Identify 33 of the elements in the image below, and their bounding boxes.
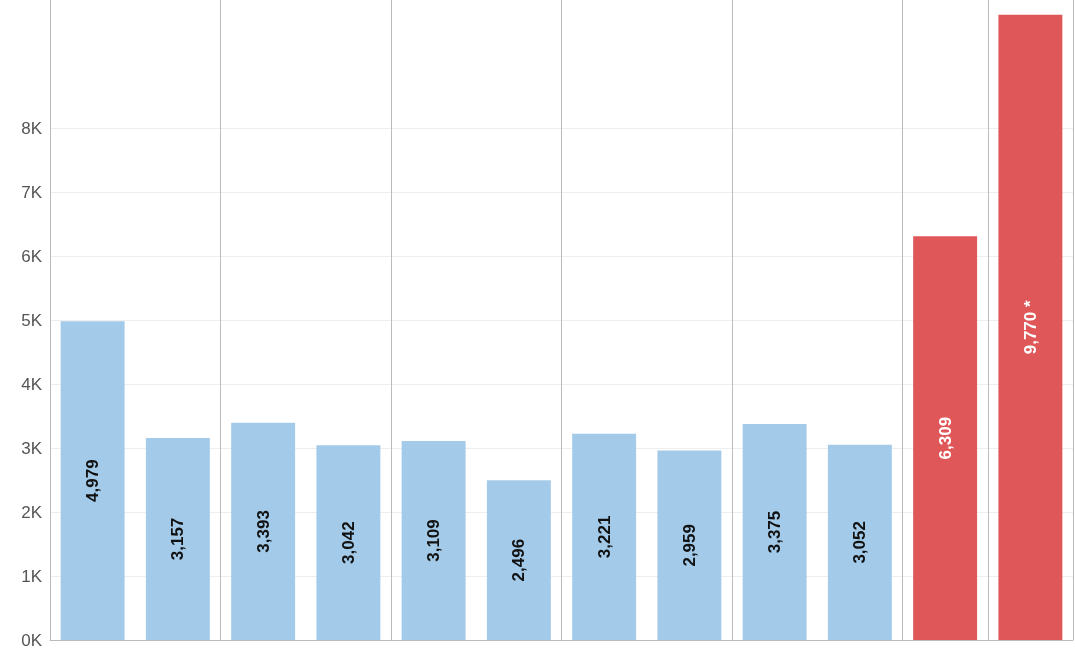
data-label: 3,375 <box>765 510 785 554</box>
y-tick-label: 0K <box>21 630 43 650</box>
y-tick-label: 8K <box>21 118 43 138</box>
bar <box>657 450 722 640</box>
data-label: 2,496 <box>509 538 529 582</box>
bar <box>742 424 807 640</box>
data-label: 9,770 * <box>1020 300 1040 355</box>
data-label: 3,221 <box>594 515 614 559</box>
y-tick-label: 4K <box>21 374 43 394</box>
bar <box>486 480 551 640</box>
bar <box>231 422 296 640</box>
bar <box>316 445 381 640</box>
bar <box>401 441 466 640</box>
y-tick-label: 3K <box>21 438 43 458</box>
bar <box>572 433 637 640</box>
bar <box>145 437 210 640</box>
bar <box>60 321 125 640</box>
data-label: 3,042 <box>338 521 358 564</box>
data-label: 3,393 <box>253 510 273 553</box>
y-tick-label: 6K <box>21 246 43 266</box>
data-label: 4,979 <box>83 459 103 502</box>
y-tick-label: 7K <box>21 182 43 202</box>
bar <box>913 236 978 640</box>
y-tick-label: 2K <box>21 502 43 522</box>
data-label: 6,309 <box>935 416 955 460</box>
y-tick-label: 5K <box>21 310 43 330</box>
data-label: 2,959 <box>679 524 699 567</box>
bar <box>998 14 1063 640</box>
bar <box>827 444 892 640</box>
data-label: 3,109 <box>424 519 444 562</box>
y-tick-label: 1K <box>21 566 43 586</box>
data-label: 3,052 <box>850 521 870 564</box>
data-label: 3,157 <box>168 517 188 561</box>
